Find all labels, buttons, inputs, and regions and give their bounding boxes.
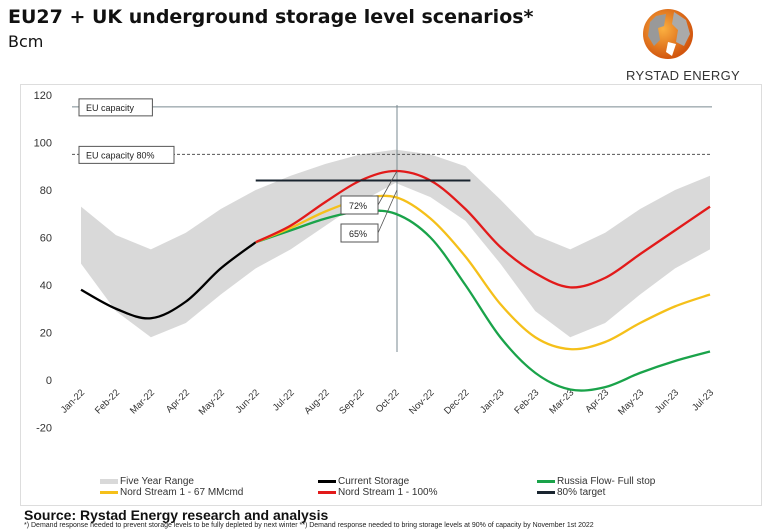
- x-tick-label: Jan-22: [59, 387, 87, 415]
- annotation-leader: [377, 189, 398, 234]
- x-tick-label: Jan-23: [478, 387, 506, 415]
- x-tick-label: Oct-22: [374, 387, 402, 415]
- y-tick-label: 100: [34, 138, 52, 150]
- legend-label: Russia Flow- Full stop: [557, 476, 656, 487]
- y-tick-label: 80: [40, 185, 52, 197]
- legend-label: Current Storage: [338, 476, 410, 487]
- x-tick-label: Mar-23: [547, 387, 576, 416]
- series-line-current-storage: [80, 241, 257, 320]
- chart-unit: Bcm: [8, 32, 44, 51]
- legend-label: 80% target: [557, 487, 606, 498]
- five-year-range-band: [81, 149, 710, 338]
- x-tick-label: Apr-22: [164, 387, 192, 415]
- annotation-label: 72%: [349, 201, 367, 211]
- annotation-label: 65%: [349, 229, 367, 239]
- legend-five-year-range: Five Year Range: [100, 476, 194, 487]
- legend-current-storage: Current Storage: [318, 476, 409, 487]
- y-tick-label: 0: [46, 375, 52, 387]
- legend-label: Nord Stream 1 - 100%: [338, 487, 438, 498]
- x-tick-label: Nov-22: [407, 387, 436, 416]
- y-tick-label: 40: [40, 280, 52, 292]
- legend-80-target: 80% target: [537, 487, 605, 498]
- annotation-leader: [377, 170, 398, 206]
- legend-nord-stream-67: Nord Stream 1 - 67 MMcmd: [100, 487, 243, 498]
- source-note: Source: Rystad Energy research and analy…: [24, 507, 329, 523]
- rystad-globe-logo: [643, 9, 693, 59]
- legend-swatch: [318, 491, 336, 494]
- legend-swatch: [100, 479, 118, 484]
- x-tick-label: Dec-22: [442, 387, 471, 416]
- annotation-box: [340, 223, 379, 243]
- x-tick-label: May-22: [197, 387, 227, 417]
- x-tick-label: Sep-22: [337, 387, 366, 416]
- y-tick-label: -20: [36, 423, 52, 435]
- y-tick-label: 20: [40, 328, 52, 340]
- series-line-nord-stream-1-67-mmcmd: [255, 194, 711, 351]
- brand-name: RYSTAD ENERGY: [626, 68, 740, 83]
- chart-title: EU27 + UK underground storage level scen…: [8, 6, 534, 28]
- x-tick-label: Aug-22: [302, 387, 331, 416]
- x-tick-label: Jul-23: [690, 387, 716, 413]
- footnote: *) Demand response needed to prevent sto…: [24, 522, 594, 529]
- x-tick-label: Jul-22: [271, 387, 297, 413]
- x-tick-label: Jun-22: [234, 387, 262, 415]
- reference-line-label: EU capacity 80%: [86, 150, 155, 160]
- y-tick-label: 60: [40, 233, 52, 245]
- y-tick-label: 120: [34, 90, 52, 102]
- legend-swatch: [100, 491, 118, 494]
- chart-frame: [20, 84, 762, 506]
- legend-swatch: [537, 491, 555, 494]
- reference-line-label: EU capacity: [86, 103, 135, 113]
- series-line-russia-flow-full-stop: [255, 209, 711, 392]
- reference-label-box: [78, 98, 153, 117]
- legend-label: Nord Stream 1 - 67 MMcmd: [120, 487, 244, 498]
- legend-swatch: [318, 480, 336, 483]
- x-tick-label: May-23: [616, 387, 646, 417]
- reference-label-box: [78, 145, 175, 164]
- x-tick-label: Feb-23: [512, 387, 541, 416]
- legend-label: Five Year Range: [120, 476, 194, 487]
- legend-nord-stream-100: Nord Stream 1 - 100%: [318, 487, 438, 498]
- x-tick-label: Jun-23: [653, 387, 681, 415]
- legend-swatch: [537, 480, 555, 483]
- x-tick-label: Apr-23: [583, 387, 611, 415]
- x-tick-label: Mar-22: [128, 387, 157, 416]
- series-line-nord-stream-1-100-: [255, 169, 711, 289]
- legend-russia-full-stop: Russia Flow- Full stop: [537, 476, 655, 487]
- annotation-box: [340, 195, 379, 215]
- x-tick-label: Feb-22: [93, 387, 122, 416]
